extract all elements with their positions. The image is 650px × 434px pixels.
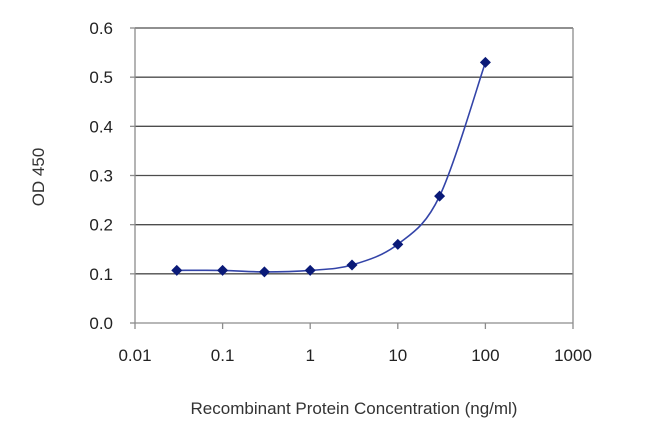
y-tick-label: 0.3 xyxy=(89,167,113,186)
series-line xyxy=(176,62,487,273)
x-tick-label: 100 xyxy=(471,346,499,365)
x-tick-label: 0.01 xyxy=(118,346,151,365)
y-tick-label: 0.5 xyxy=(89,68,113,87)
x-tick-label: 1000 xyxy=(554,346,592,365)
y-tick-label: 0.2 xyxy=(89,216,113,235)
data-point-marker xyxy=(258,266,270,278)
data-point-marker xyxy=(392,238,404,250)
data-point-marker xyxy=(171,264,183,276)
data-point-marker xyxy=(346,259,358,271)
y-tick-label: 0.6 xyxy=(89,19,113,38)
data-point-marker xyxy=(217,264,229,276)
y-tick-label: 0.4 xyxy=(89,117,113,136)
y-tick-label: 0.1 xyxy=(89,265,113,284)
x-axis-title: Recombinant Protein Concentration (ng/ml… xyxy=(191,399,518,418)
axes xyxy=(130,27,574,329)
y-tick-label: 0.0 xyxy=(89,314,113,333)
tick-labels: 0.0 0.1 0.2 0.3 0.4 0.5 0.6 0.01 0.1 1 10 100 1000 xyxy=(89,19,592,365)
data-point-marker xyxy=(304,264,316,276)
x-tick-label: 10 xyxy=(388,346,407,365)
data-series xyxy=(171,56,491,278)
gridlines xyxy=(135,27,573,275)
y-axis-title: OD 450 xyxy=(29,148,48,207)
data-point-marker xyxy=(479,56,491,68)
x-tick-label: 1 xyxy=(305,346,314,365)
data-point-marker xyxy=(434,190,446,202)
x-tick-label: 0.1 xyxy=(211,346,235,365)
